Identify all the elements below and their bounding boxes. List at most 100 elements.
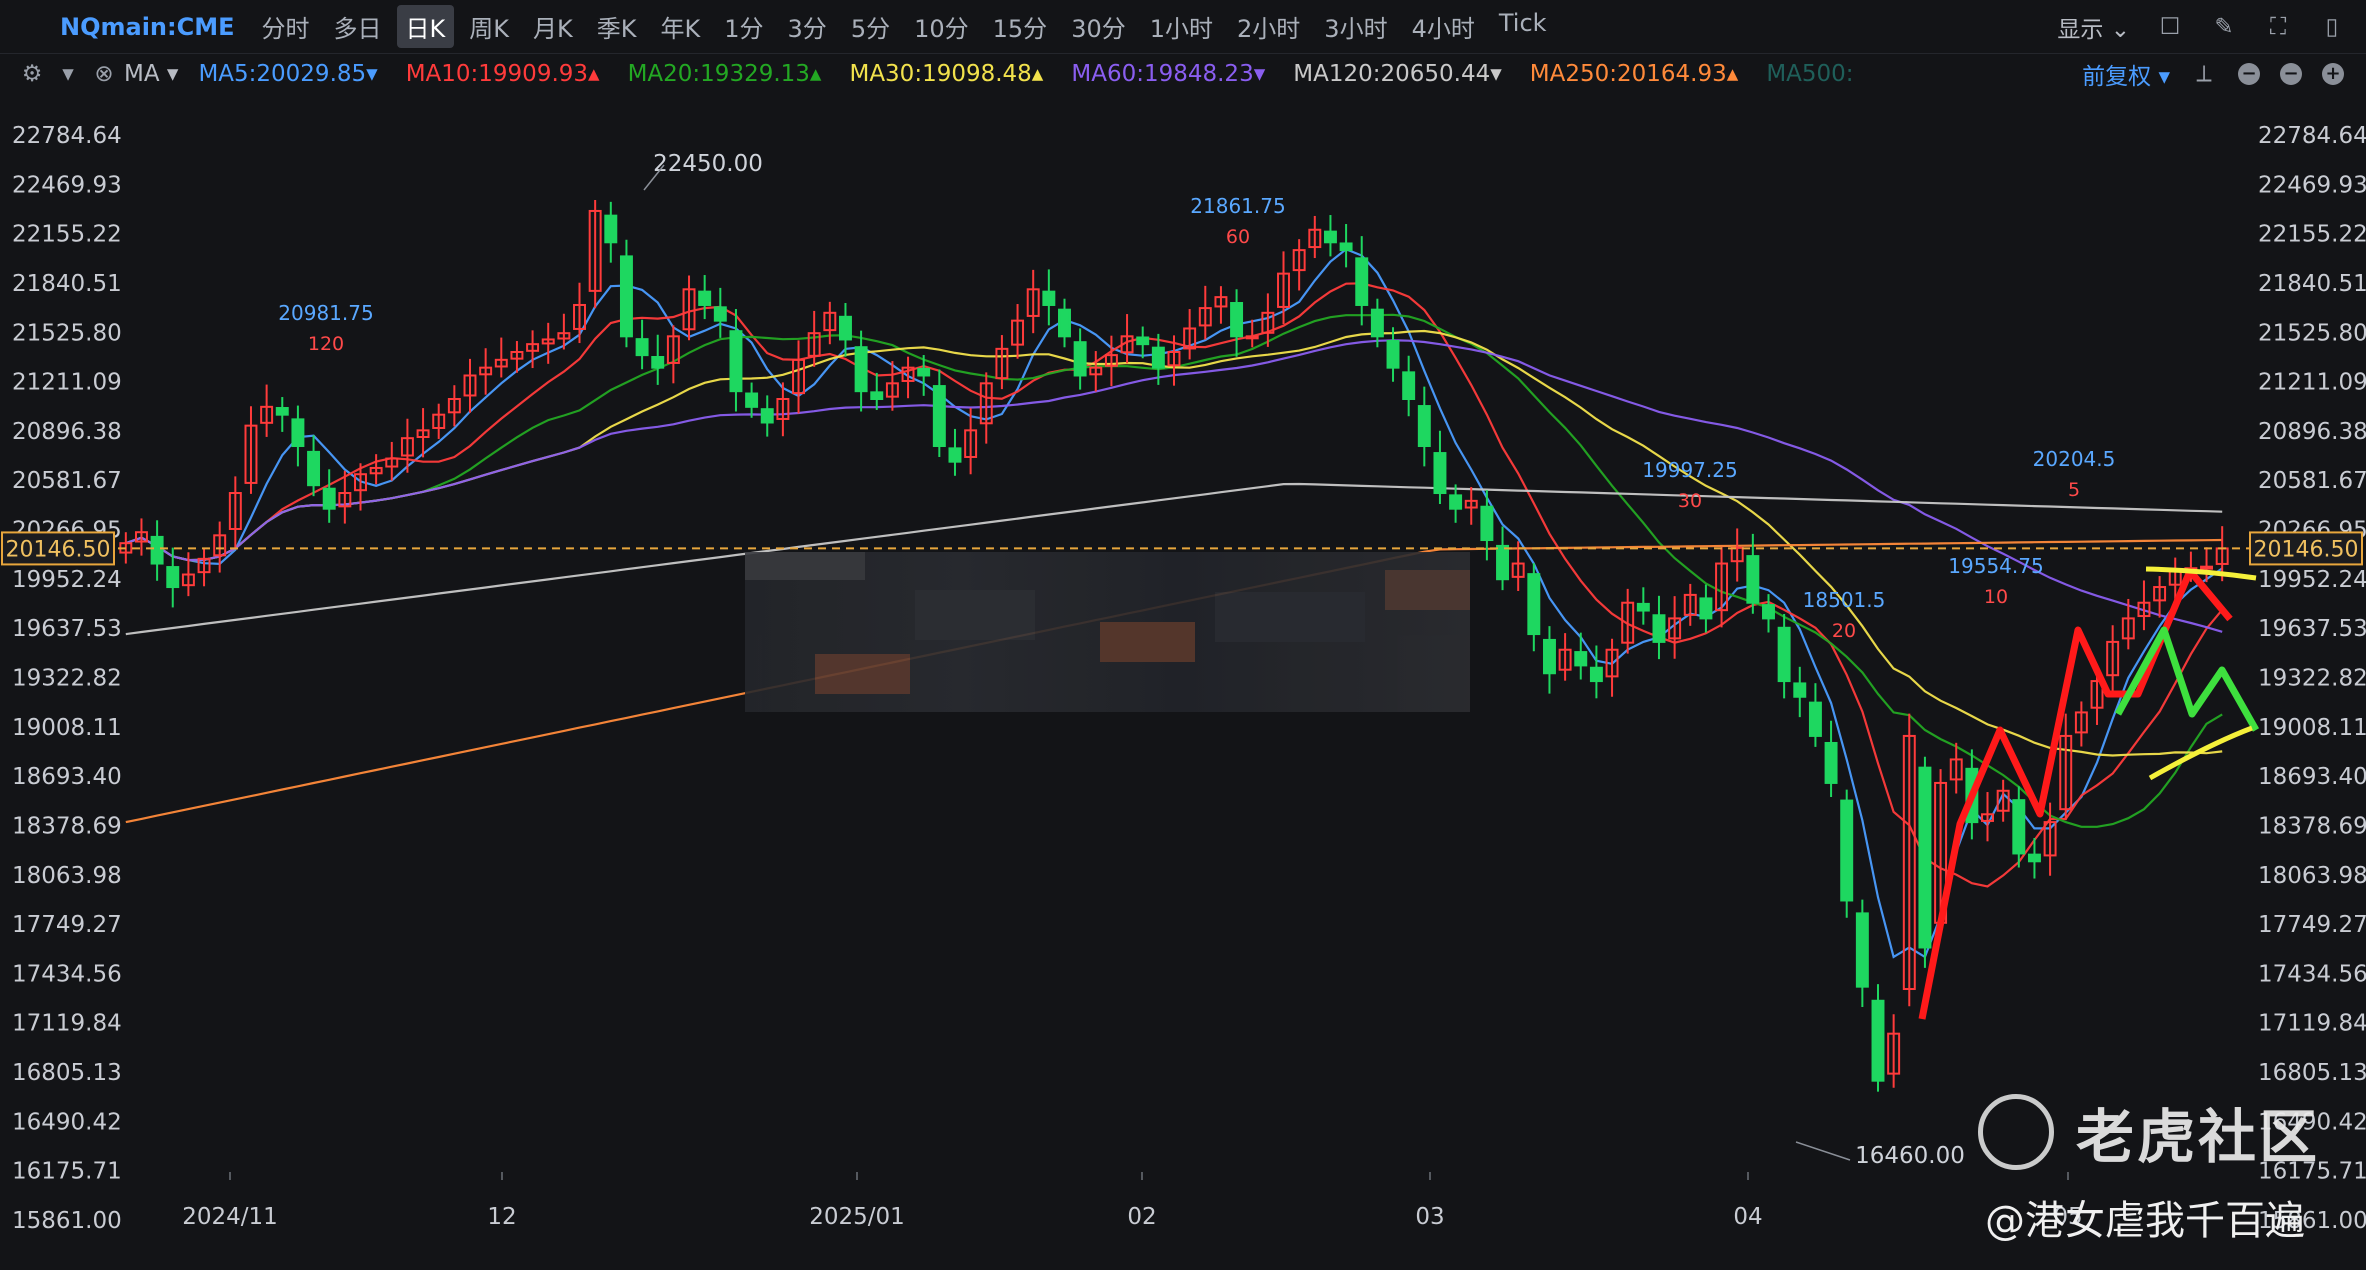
candle-body [2200, 565, 2214, 570]
tab-timeframe[interactable]: 多日 [333, 15, 382, 43]
toolbar-right: 显示 ⌄ ☐ ✎ ⛶ ▯ [2057, 0, 2346, 54]
projection-green-stroke [2114, 626, 2260, 732]
candle-body [1167, 350, 1181, 367]
display-label: 显示 [2057, 17, 2104, 43]
tab-timeframe[interactable]: 3分 [787, 15, 827, 43]
tab-timeframe[interactable]: 30分 [1071, 15, 1126, 43]
candle-body [1277, 272, 1290, 308]
y-tick-label-left: 19322.82 [12, 666, 122, 692]
candle-body [635, 338, 649, 357]
pen-icon[interactable]: ✎ [2214, 14, 2234, 40]
candle-body [885, 382, 899, 398]
dropdown-circle-icon[interactable]: ▾ [62, 61, 74, 87]
adjust-select[interactable]: 前复权 ▾ [2082, 64, 2170, 90]
minus-icon[interactable]: − [2238, 63, 2260, 85]
candle-body [447, 397, 461, 414]
y-tick-label-right: 20896.38 [2258, 419, 2366, 445]
candle-body [1652, 614, 1666, 643]
tab-timeframe[interactable]: 季K [596, 15, 637, 43]
ma-legend-item[interactable]: MA30:19098.48▴ [849, 61, 1044, 87]
ma-legend-item[interactable]: MA10:19909.93▴ [405, 61, 600, 87]
zoom-in-icon[interactable]: + [2322, 63, 2344, 85]
candle-body [510, 350, 524, 360]
x-tick-label: 04 [1733, 1204, 1762, 1230]
candle-body [2137, 601, 2151, 618]
tab-timeframe[interactable]: 1小时 [1149, 15, 1214, 43]
current-price-box-left [1, 531, 115, 566]
candle-body [1542, 638, 1556, 675]
ma-selector[interactable]: MA ▾ [124, 61, 179, 87]
tab-timeframe[interactable]: 分时 [261, 15, 310, 43]
price-annotation: 20981.75 [278, 301, 373, 325]
candle-body [2153, 586, 2167, 602]
candle-body [729, 330, 743, 393]
y-tick-label-right: 22469.93 [2258, 172, 2366, 198]
close-circle-icon[interactable]: ⊗ [94, 61, 114, 87]
candle-body [1026, 288, 1040, 317]
tab-timeframe[interactable]: 周K [469, 15, 509, 43]
checkbox-icon[interactable]: ☐ [2159, 14, 2181, 40]
y-tick-label-right: 19952.24 [2258, 567, 2366, 593]
x-tick-label: 2024/11 [182, 1204, 278, 1230]
tab-timeframe[interactable]: 年K [660, 15, 701, 43]
y-tick-label-left: 17119.84 [12, 1011, 122, 1037]
candle-body [1323, 230, 1337, 244]
ma-legend-item[interactable]: MA20:19329.13▴ [627, 61, 822, 87]
x-tick-label: 03 [1415, 1204, 1444, 1230]
candle-body [1370, 308, 1384, 338]
price-annotation-sub: 60 [1226, 226, 1250, 248]
y-tick-label-left: 16490.42 [12, 1109, 122, 1135]
zoom-out-icon[interactable]: − [2280, 63, 2302, 85]
y-tick-label-right: 21211.09 [2258, 370, 2366, 396]
ma-legend-item[interactable]: MA5:20029.85▾ [198, 61, 378, 87]
candlestick-chart[interactable]: 22784.64 22784.64 22469.93 22469.93 22155.22… [0, 94, 2366, 1270]
candle-body [228, 492, 242, 530]
gear-icon[interactable]: ⚙ [21, 61, 43, 87]
candle-body [1621, 601, 1635, 644]
ma-legend-item[interactable]: MA500: [1766, 61, 1854, 87]
candle-body [619, 255, 633, 338]
ma-legend-item[interactable]: MA60:19848.23▾ [1071, 61, 1266, 87]
candle-body [2090, 680, 2104, 709]
y-tick-label-left: 19637.53 [12, 616, 122, 642]
tab-timeframe[interactable]: 15分 [992, 15, 1048, 43]
candle-body [698, 290, 712, 306]
candle-body [260, 405, 274, 424]
tab-timeframe[interactable]: 月K [533, 15, 573, 43]
y-tick-label-right: 21525.80 [2258, 320, 2366, 346]
symbol-label[interactable]: NQmain:CME [60, 12, 235, 41]
panel-icon[interactable]: ▯ [2325, 14, 2339, 40]
candle-body [792, 358, 806, 395]
candle-body [1636, 602, 1650, 612]
candle-body [369, 466, 383, 475]
tab-timeframe[interactable]: 1分 [724, 15, 764, 43]
axis-icon[interactable]: ⟂ [2196, 61, 2212, 87]
y-tick-label-left: 19008.11 [12, 715, 122, 741]
tab-timeframe[interactable]: 日K [396, 5, 455, 48]
fullscreen-icon[interactable]: ⛶ [2269, 14, 2287, 40]
candle-body [2059, 734, 2073, 811]
tab-timeframe[interactable]: 2小时 [1237, 15, 1301, 43]
candle-body [870, 391, 884, 400]
candle-body [1777, 626, 1791, 683]
ma-legend-item[interactable]: MA250:20164.93▴ [1529, 61, 1739, 87]
tab-timeframe[interactable]: 5分 [850, 15, 891, 43]
tab-timeframe[interactable]: 3小时 [1324, 15, 1388, 43]
candle-body [1308, 228, 1322, 249]
adjust-label: 前复权 [2082, 64, 2152, 90]
ma-legend-item[interactable]: MA120:20650.44▾ [1293, 61, 1502, 87]
candle-body [1120, 335, 1134, 354]
candle-body [995, 347, 1009, 380]
price-annotation-sub: 20 [1832, 620, 1856, 642]
display-menu[interactable]: 显示 ⌄ [2057, 10, 2130, 44]
candle-body [1292, 249, 1306, 272]
tab-timeframe[interactable]: 4小时 [1411, 15, 1475, 43]
y-tick-label-right: 18693.40 [2258, 764, 2366, 790]
y-tick-label-left: 16805.13 [12, 1060, 122, 1086]
y-tick-label-right: 22784.64 [2258, 123, 2366, 149]
candle-body [1981, 813, 1994, 822]
tab-timeframe[interactable]: 10分 [914, 15, 969, 43]
x-tick-label: 02 [1127, 1204, 1156, 1230]
candle-body [244, 424, 258, 484]
tab-timeframe[interactable]: Tick [1498, 9, 1547, 37]
